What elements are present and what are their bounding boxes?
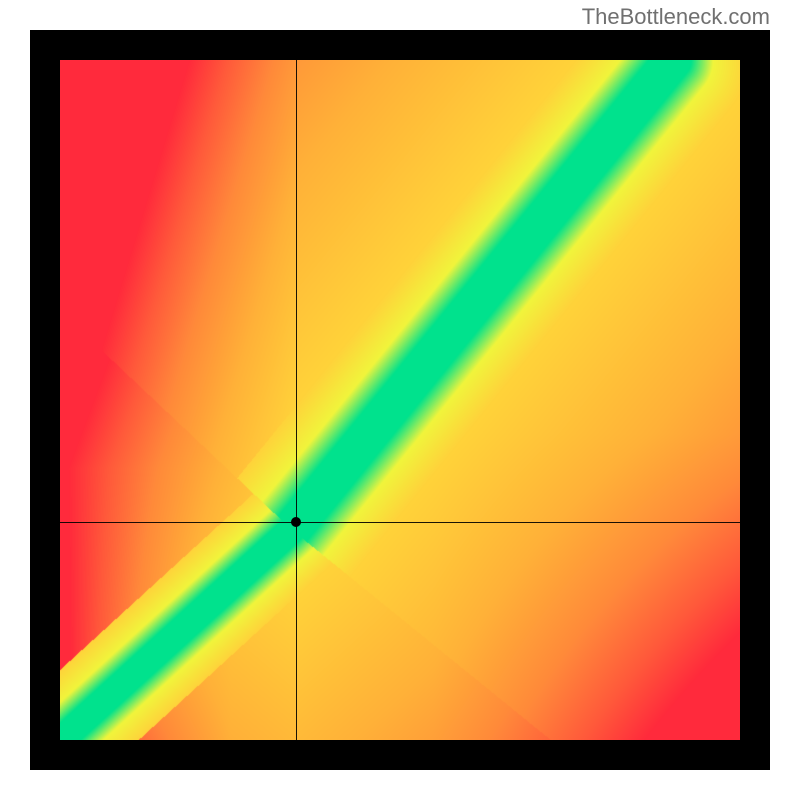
watermark-text: TheBottleneck.com [582, 4, 770, 30]
crosshair-horizontal [60, 522, 740, 523]
chart-container: TheBottleneck.com [0, 0, 800, 800]
crosshair-vertical [296, 60, 297, 740]
plot-border [30, 30, 770, 770]
heatmap-canvas [60, 60, 740, 740]
data-point-marker [291, 517, 301, 527]
